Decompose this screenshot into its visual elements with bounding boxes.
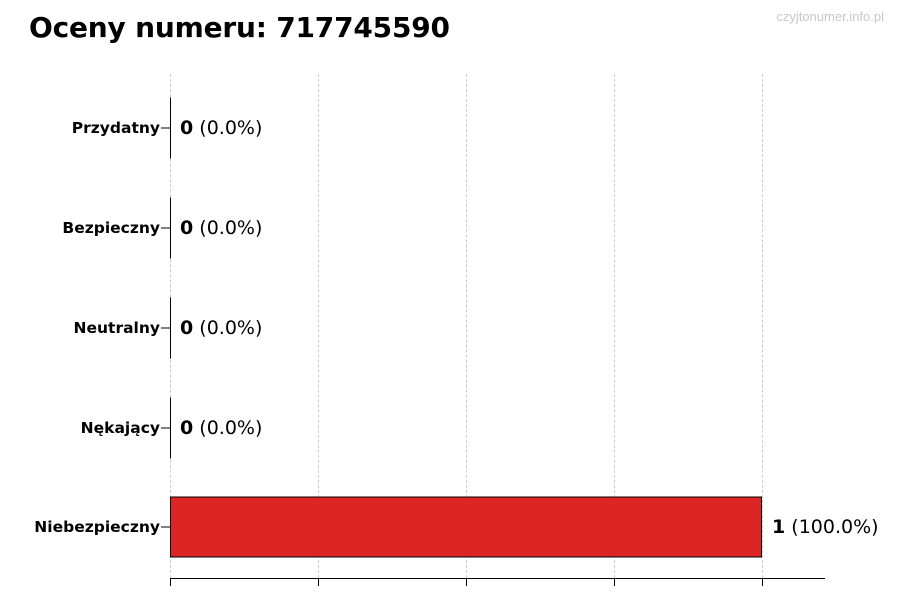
- value-count: 1: [772, 516, 786, 538]
- chart-row: Nękający 0 (0.0%): [0, 378, 900, 478]
- chart-row: Niebezpieczny 1 (100.0%): [0, 477, 900, 577]
- gridline-2: [466, 74, 467, 578]
- x-tick-4: [762, 578, 763, 586]
- value-count: 0: [180, 317, 194, 339]
- x-axis-line: [170, 578, 825, 579]
- bar-neutralny: [170, 297, 171, 359]
- value-count: 0: [180, 417, 194, 439]
- category-label-przydatny: Przydatny: [71, 119, 160, 137]
- y-tick-0: [161, 127, 170, 129]
- bar-przydatny: [170, 97, 171, 159]
- bar-wrap-2: [170, 297, 171, 359]
- y-tick-1: [161, 227, 170, 229]
- chart-row: Przydatny 0 (0.0%): [0, 78, 900, 178]
- value-percent: (0.0%): [199, 117, 263, 139]
- category-label-niebezpieczny: Niebezpieczny: [34, 518, 160, 536]
- site-watermark: czyjtonumer.info.pl: [776, 9, 884, 24]
- page-title: Oceny numeru: 717745590: [29, 11, 450, 44]
- category-label-nekajacy: Nękający: [80, 419, 160, 437]
- bar-bezpieczny: [170, 197, 171, 259]
- y-tick-4: [161, 526, 170, 528]
- gridline-3: [614, 74, 615, 578]
- chart-row: Neutralny 0 (0.0%): [0, 278, 900, 378]
- value-label-nekajacy: 0 (0.0%): [180, 417, 262, 439]
- x-tick-0: [170, 578, 171, 586]
- category-label-bezpieczny: Bezpieczny: [62, 219, 160, 237]
- gridline-4: [762, 74, 763, 578]
- y-tick-2: [161, 327, 170, 329]
- chart-row: Bezpieczny 0 (0.0%): [0, 178, 900, 278]
- x-tick-3: [614, 578, 615, 586]
- value-label-bezpieczny: 0 (0.0%): [180, 217, 262, 239]
- value-percent: (100.0%): [791, 516, 879, 538]
- bar-nekajacy: [170, 397, 171, 459]
- value-count: 0: [180, 117, 194, 139]
- x-tick-2: [466, 578, 467, 586]
- value-percent: (0.0%): [199, 317, 263, 339]
- value-label-neutralny: 0 (0.0%): [180, 317, 262, 339]
- bar-wrap-0: [170, 97, 171, 159]
- value-label-niebezpieczny: 1 (100.0%): [772, 516, 879, 538]
- gridline-1: [318, 74, 319, 578]
- bar-wrap-3: [170, 397, 171, 459]
- bar-wrap-1: [170, 197, 171, 259]
- bar-niebezpieczny: [170, 496, 762, 558]
- y-tick-3: [161, 427, 170, 429]
- bar-wrap-4: [170, 496, 762, 558]
- category-label-neutralny: Neutralny: [73, 319, 160, 337]
- value-percent: (0.0%): [199, 217, 263, 239]
- value-percent: (0.0%): [199, 417, 263, 439]
- x-tick-1: [318, 578, 319, 586]
- value-count: 0: [180, 217, 194, 239]
- value-label-przydatny: 0 (0.0%): [180, 117, 262, 139]
